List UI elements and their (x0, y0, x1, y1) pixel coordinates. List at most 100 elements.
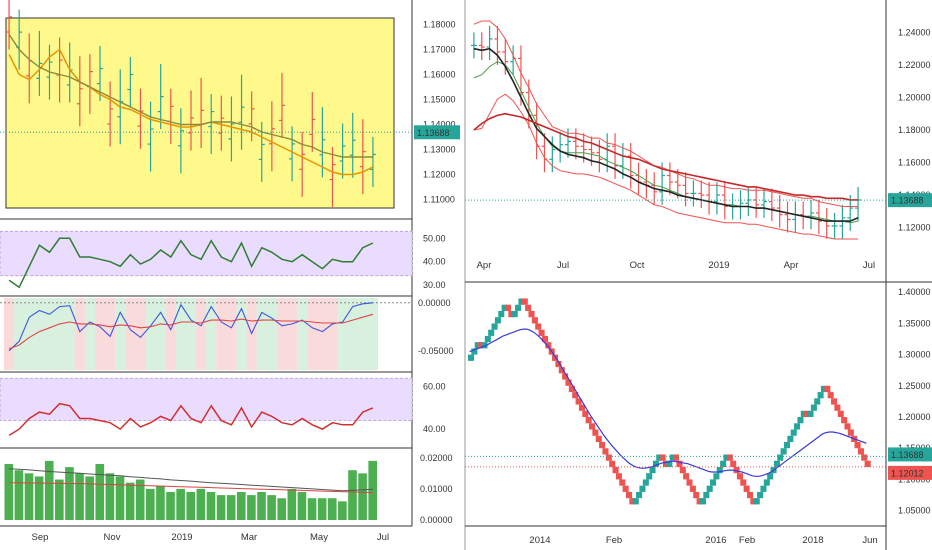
renko-brick (726, 454, 733, 461)
renko-x-tick-4: 2018 (802, 535, 823, 546)
renko-brick (525, 304, 532, 311)
volatility-bar (14, 470, 24, 520)
volatility-bar (358, 473, 367, 520)
renko-brick (636, 491, 643, 499)
renko-brick (710, 479, 717, 486)
renko-tick-4: 1.20000 (898, 412, 931, 422)
renko-brick (854, 442, 861, 449)
volatility-bar (156, 485, 165, 520)
osc1-tick-0: 50.00 (423, 233, 446, 243)
renko-brick (518, 298, 525, 305)
vol-tick-2: 0.00000 (420, 515, 453, 525)
daily-x-tick-1: Jul (557, 260, 569, 271)
renko-brick (763, 479, 770, 486)
osc3-tick-0: 60.00 (423, 382, 446, 392)
renko-brick (733, 466, 740, 474)
renko-brick (834, 404, 841, 411)
osc2-histogram-column (327, 298, 338, 370)
volatility-bar (196, 488, 206, 520)
weekly-tick-5: 1.13000 (423, 145, 456, 155)
osc2-fast-line (8, 302, 373, 352)
volatility-bar (75, 473, 84, 520)
daily-tick-2: 1.20000 (898, 92, 931, 102)
osc3-tick-1: 40.00 (423, 424, 446, 434)
left-x-tick-0: Sep (32, 532, 49, 543)
renko-brick (841, 417, 848, 424)
renko-brick (592, 429, 599, 436)
renko-brick (783, 442, 791, 449)
renko-brick-price-tag-bg (888, 465, 932, 480)
volatility-bar (95, 464, 105, 520)
renko-brick (474, 342, 481, 349)
renko-brick (491, 323, 498, 330)
renko-tick-2: 1.30000 (898, 350, 931, 360)
renko-brick (545, 342, 552, 349)
daily-tick-0: 1.24000 (898, 27, 931, 37)
renko-brick (750, 498, 757, 505)
volatility-bar (125, 482, 135, 520)
volatility-bar (24, 473, 34, 520)
osc2-histogram-column (74, 298, 85, 370)
volatility-bar (267, 495, 276, 520)
renko-x-tick-3: Feb (739, 535, 755, 546)
vol-tick-0: 0.02000 (420, 453, 453, 463)
renko-brick (555, 360, 562, 368)
renko-brick (652, 460, 659, 467)
osc2-histogram-column (135, 298, 146, 370)
volatility-average-line (9, 468, 373, 492)
osc2-histogram-column (206, 298, 217, 370)
volatility-bar (186, 492, 196, 520)
volatility-bar (338, 501, 347, 520)
renko-brick (696, 498, 703, 505)
renko-brick (699, 498, 706, 505)
renko-brick (864, 460, 871, 467)
volatility-bar (327, 498, 337, 520)
renko-brick (602, 448, 609, 455)
renko-brick (760, 485, 767, 492)
renko-brick (773, 460, 780, 467)
renko-tick-7: 1.05000 (898, 506, 931, 516)
osc2-histogram-column (297, 298, 308, 370)
osc2-histogram-column (317, 298, 328, 370)
renko-brick (669, 454, 676, 461)
daily-tick-6: 1.12000 (898, 223, 931, 233)
renko-brick (481, 342, 488, 349)
osc2-tick-0: 0.00000 (418, 298, 451, 308)
renko-brick (625, 491, 633, 499)
renko-brick (599, 442, 606, 449)
osc2-histogram-column (94, 298, 106, 370)
renko-brick (673, 454, 680, 461)
renko-brick (508, 310, 515, 318)
renko-brick (689, 485, 696, 492)
osc2-histogram-column (266, 298, 277, 370)
renko-brick (642, 479, 649, 486)
daily-x-tick-4: Apr (784, 260, 799, 271)
renko-x-tick-0: 2014 (529, 535, 550, 546)
renko-brick (622, 485, 629, 492)
renko-brick (703, 491, 710, 499)
volatility-bar (247, 495, 256, 520)
osc1-tick-2: 30.00 (423, 280, 446, 290)
renko-brick (528, 310, 535, 318)
renko-brick (478, 342, 485, 349)
volatility-bar (34, 476, 44, 520)
renko-brick (861, 454, 868, 461)
renko-brick (562, 373, 569, 380)
renko-brick (659, 454, 666, 461)
osc1-line (8, 237, 374, 289)
osc3-line (8, 402, 374, 437)
renko-brick (757, 491, 764, 499)
left-x-tick-3: Mar (241, 532, 257, 543)
renko-brick (572, 392, 579, 399)
renko-last-price-tag-bg (888, 447, 932, 462)
renko-brick (521, 298, 528, 305)
osc2-histogram-column (4, 298, 15, 370)
osc2-histogram-column (115, 298, 126, 370)
volatility-bar (317, 498, 327, 520)
volatility-bar (236, 492, 246, 520)
osc1-tick-1: 40.00 (423, 257, 446, 267)
renko-brick (810, 404, 817, 411)
renko-brick (820, 385, 827, 393)
renko-brick (656, 454, 663, 461)
renko-brick (807, 410, 814, 418)
